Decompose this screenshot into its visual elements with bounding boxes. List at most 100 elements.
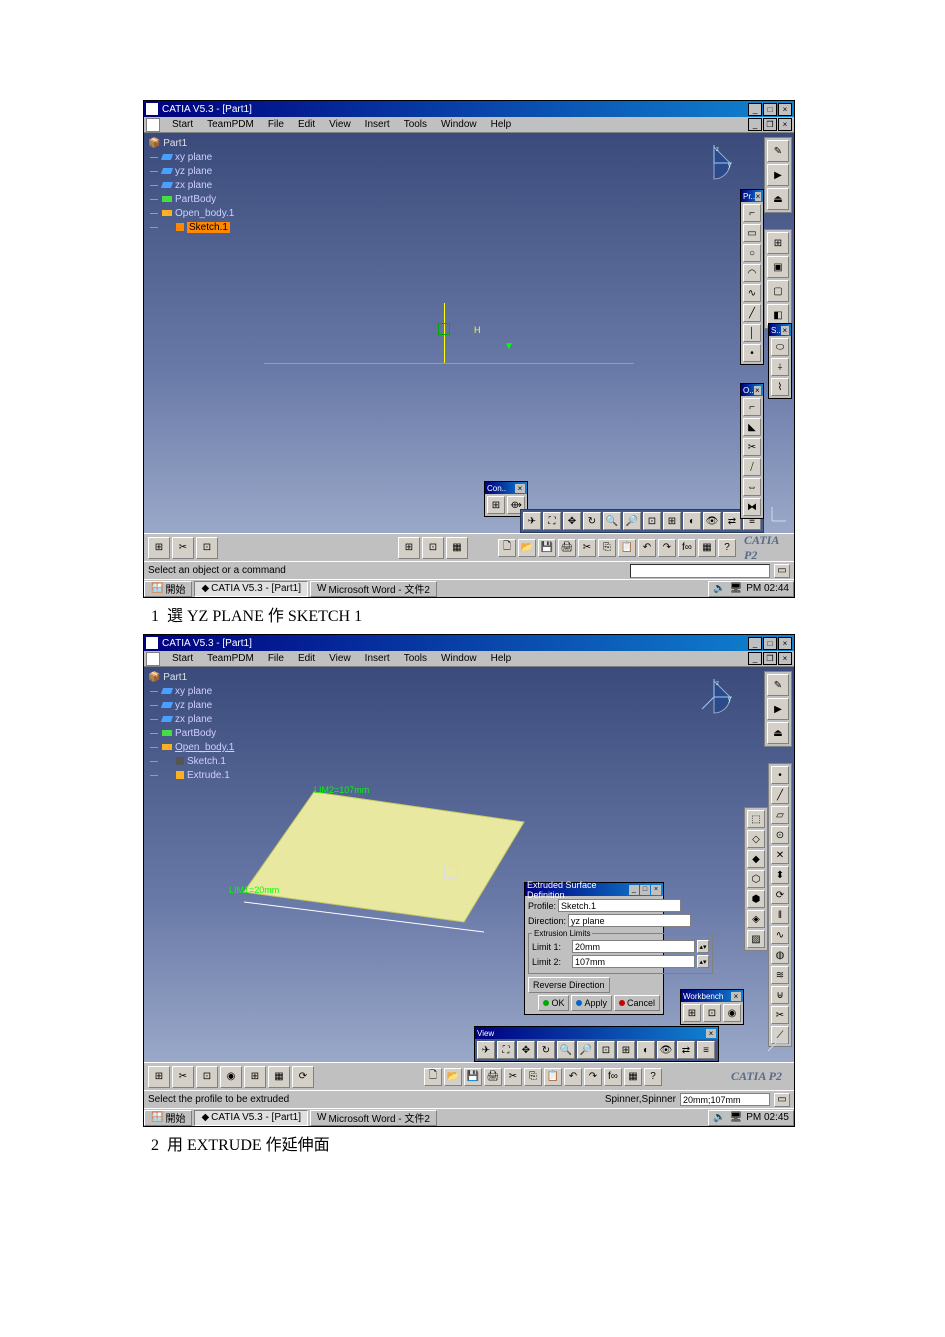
menu-start[interactable]: Start <box>166 653 199 664</box>
wb-button[interactable]: ⊞ <box>683 1004 701 1022</box>
close-button[interactable]: × <box>778 103 792 116</box>
undo-button[interactable]: ↶ <box>564 1068 582 1086</box>
paste-button[interactable]: 📋 <box>544 1068 562 1086</box>
tool-button[interactable]: ⊡ <box>196 537 218 559</box>
tool-button[interactable]: ◈ <box>747 910 765 928</box>
select-button[interactable]: ▶ <box>767 164 789 186</box>
profile-input[interactable] <box>558 899 681 912</box>
fly-button[interactable]: ✈ <box>523 512 541 530</box>
tree-extrude[interactable]: Extrude.1 <box>148 769 234 783</box>
arc-button[interactable]: ◠ <box>743 264 761 282</box>
taskbar-word[interactable]: WMicrosoft Word - 文件2 <box>310 1110 437 1126</box>
copy-button[interactable]: ⎘ <box>524 1068 542 1086</box>
new-button[interactable]: 🗋 <box>498 539 516 557</box>
spinner-input[interactable] <box>680 1093 770 1106</box>
join-button[interactable]: ⊎ <box>771 986 789 1004</box>
tree-zx[interactable]: zx plane <box>148 713 234 727</box>
multiview-button[interactable]: ⊞ <box>617 1041 635 1059</box>
ok-button[interactable]: OK <box>538 995 569 1011</box>
point-button[interactable]: • <box>743 344 761 362</box>
menu-edit[interactable]: Edit <box>292 653 321 664</box>
close-icon[interactable]: × <box>651 885 661 895</box>
spec-tree[interactable]: 📦 Part1 xy plane yz plane zx plane PartB… <box>148 671 234 783</box>
select-button[interactable]: ▶ <box>767 698 789 720</box>
limit2-input[interactable] <box>572 955 695 968</box>
save-button[interactable]: 💾 <box>538 539 556 557</box>
mdi-close-button[interactable]: × <box>778 118 792 131</box>
maximize-button[interactable]: □ <box>763 637 777 650</box>
conn-button[interactable]: ⌇ <box>771 378 789 396</box>
undo-button[interactable]: ↶ <box>638 539 656 557</box>
dialog-titlebar[interactable]: Extruded Surface Definition _□× <box>525 883 663 896</box>
tray-icon[interactable]: 🔊 <box>713 1112 725 1123</box>
break-button[interactable]: ⧸ <box>743 458 761 476</box>
tool-button[interactable]: ✂ <box>172 1066 194 1088</box>
apply-button[interactable]: Apply <box>571 995 612 1011</box>
tree-partbody[interactable]: PartBody <box>148 727 234 741</box>
close-icon[interactable]: × <box>706 1029 716 1038</box>
mdi-minimize-button[interactable]: _ <box>748 652 762 665</box>
minimize-button[interactable]: _ <box>748 103 762 116</box>
close-icon[interactable]: × <box>755 192 761 201</box>
sketch-button[interactable]: ✎ <box>767 674 789 696</box>
menu-insert[interactable]: Insert <box>359 119 396 130</box>
spline-button[interactable]: ∿ <box>743 284 761 302</box>
mdi-restore-button[interactable]: ❐ <box>763 118 777 131</box>
start-button[interactable]: 🪟開始 <box>144 581 192 597</box>
cut-button[interactable]: ✂ <box>578 539 596 557</box>
tree-sketch[interactable]: Sketch.1 <box>148 755 234 769</box>
minimize-icon[interactable]: _ <box>629 885 639 895</box>
redo-button[interactable]: ↷ <box>584 1068 602 1086</box>
maximize-icon[interactable]: □ <box>640 885 650 895</box>
menu-file[interactable]: File <box>262 119 290 130</box>
wb-button[interactable]: ⊡ <box>703 1004 721 1022</box>
taskbar-word[interactable]: WMicrosoft Word - 文件2 <box>310 581 437 597</box>
tree-yz[interactable]: yz plane <box>148 699 234 713</box>
sym-button[interactable]: ⇔ <box>743 478 761 496</box>
tree-zx[interactable]: zx plane <box>148 179 234 193</box>
zoomout-button[interactable]: 🔎 <box>623 512 641 530</box>
axis-button[interactable]: │ <box>743 324 761 342</box>
fx-button[interactable]: f∞ <box>604 1068 622 1086</box>
mirror-button[interactable]: ⧓ <box>743 498 761 516</box>
tool-button[interactable]: ⊡ <box>196 1066 218 1088</box>
taskbar-catia[interactable]: ◆CATIA V5.3 - [Part1] <box>194 1110 308 1126</box>
profile-title[interactable]: Pr..× <box>741 190 763 202</box>
sketch-button[interactable]: ✎ <box>767 140 789 162</box>
cut-button[interactable]: ✂ <box>504 1068 522 1086</box>
tree-sketch[interactable]: Sketch.1 <box>148 221 234 235</box>
cancel-button[interactable]: Cancel <box>614 995 660 1011</box>
normal-button[interactable]: ⊡ <box>597 1041 615 1059</box>
exit-button[interactable]: ⏏ <box>767 188 789 210</box>
tool-button[interactable]: ⊞ <box>148 1066 170 1088</box>
tree-partbody[interactable]: PartBody <box>148 193 234 207</box>
proj-button[interactable]: ⊙ <box>771 826 789 844</box>
new-button[interactable]: 🗋 <box>424 1068 442 1086</box>
taskbar-catia[interactable]: ◆CATIA V5.3 - [Part1] <box>194 581 308 597</box>
menu-help[interactable]: Help <box>485 653 518 664</box>
what-button[interactable]: ? <box>718 539 736 557</box>
tree-xy[interactable]: xy plane <box>148 151 234 165</box>
tree-openbody[interactable]: Open_body.1 <box>148 207 234 221</box>
swap-button[interactable]: ⇄ <box>677 1041 695 1059</box>
mdi-restore-button[interactable]: ❐ <box>763 652 777 665</box>
tool-button[interactable]: ▦ <box>446 537 468 559</box>
zoomin-button[interactable]: 🔍 <box>557 1041 575 1059</box>
rect-button[interactable]: ▭ <box>743 224 761 242</box>
mdi-minimize-button[interactable]: _ <box>748 118 762 131</box>
ellipse-button[interactable]: ⬭ <box>771 338 789 356</box>
normal-button[interactable]: ⊡ <box>643 512 661 530</box>
tool-button[interactable]: ✂ <box>172 537 194 559</box>
fill-button[interactable]: ◍ <box>771 946 789 964</box>
menu-start[interactable]: Start <box>166 119 199 130</box>
zoomin-button[interactable]: 🔍 <box>603 512 621 530</box>
constraint-button[interactable]: ⊞ <box>487 496 505 514</box>
open-button[interactable]: 📂 <box>518 539 536 557</box>
tool-button[interactable]: ⊞ <box>148 537 170 559</box>
plane-button[interactable]: ▱ <box>771 806 789 824</box>
shading-button[interactable]: ◐ <box>637 1041 655 1059</box>
minimize-button[interactable]: _ <box>748 637 762 650</box>
wb-button[interactable]: ◉ <box>723 1004 741 1022</box>
table-button[interactable]: ▦ <box>698 539 716 557</box>
table-button[interactable]: ▦ <box>624 1068 642 1086</box>
